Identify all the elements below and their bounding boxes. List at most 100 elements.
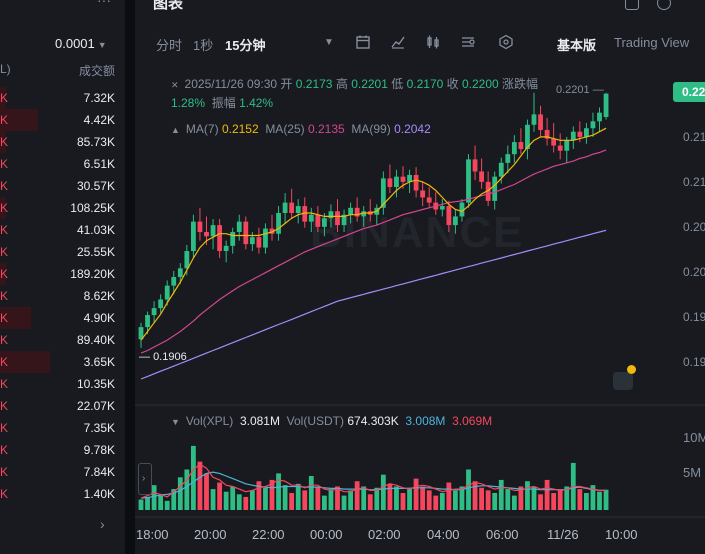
order-book-row[interactable]: K 4.42K (0, 109, 125, 131)
volume-bar (361, 486, 367, 510)
candle-body (204, 232, 209, 237)
volume-bar (335, 486, 340, 510)
volume-bar (551, 493, 557, 510)
order-book-row[interactable]: K 9.78K (0, 439, 125, 461)
candlestick-chart[interactable] (135, 0, 705, 554)
amp-label: 振幅 (211, 96, 236, 110)
calendar-icon[interactable] (355, 34, 371, 50)
volume-bar (439, 493, 445, 510)
x-tick: 06:00 (486, 527, 519, 542)
volume-bar (479, 487, 484, 510)
interval-dropdown-icon[interactable]: ▼ (324, 37, 334, 48)
depth-bar (0, 109, 38, 131)
high-marker-value: 0.2201 (556, 84, 590, 96)
order-price: K (0, 201, 9, 215)
volume-bar (354, 481, 360, 510)
order-book-row[interactable]: K 89.40K (0, 329, 125, 351)
order-volume: 7.84K (83, 465, 115, 479)
candle-body (308, 214, 314, 222)
high-marker: 0.2201 — (556, 84, 604, 96)
order-book-row[interactable]: K 22.07K (0, 395, 125, 417)
volume-bar (164, 500, 170, 510)
order-book-row[interactable]: K 7.35K (0, 417, 125, 439)
checkbox-icon[interactable] (625, 0, 639, 10)
y-tick: 0.19 (683, 355, 705, 369)
top-tabs: 图表 (135, 0, 705, 14)
candle-body (361, 211, 367, 217)
volume-bar (525, 481, 530, 510)
candle-body (236, 221, 242, 233)
candle-body (184, 251, 190, 269)
order-book-row[interactable]: K 85.73K (0, 131, 125, 153)
candle-body (466, 159, 471, 203)
collapse-icon[interactable]: ▲ (171, 125, 180, 135)
candle-body (302, 206, 308, 222)
high-value: 0.2201 (351, 77, 388, 91)
order-book-row[interactable]: K 8.62K (0, 285, 125, 307)
order-book-row[interactable]: K 30.57K (0, 175, 125, 197)
candle-body (230, 232, 236, 246)
order-volume: 108.25K (70, 201, 115, 215)
interval-1s[interactable]: 1秒 (193, 38, 214, 53)
line-chart-icon[interactable] (390, 34, 406, 50)
interval-time[interactable]: 分时 (156, 38, 183, 53)
low-label: 低 (391, 77, 404, 91)
volume-bar (498, 479, 504, 510)
volume-bar (400, 493, 406, 510)
settings-icon[interactable] (657, 0, 671, 10)
candle-body (171, 276, 177, 286)
volume-bar (466, 469, 471, 510)
candle-body (420, 190, 426, 198)
vol-ma1-value: 3.008M (405, 414, 446, 428)
order-book-row[interactable]: K 1.40K (0, 483, 125, 505)
order-book-row[interactable]: K 4.90K (0, 307, 125, 329)
order-book-row[interactable]: K 189.20K (0, 263, 125, 285)
collapse-icon[interactable]: ▼ (171, 417, 180, 427)
order-price: K (0, 113, 9, 127)
tab-chart[interactable]: 图表 (153, 0, 184, 12)
shield-settings-icon[interactable] (498, 34, 514, 50)
ma25-label: MA(25) (265, 122, 305, 136)
volume-bar (217, 482, 222, 510)
volume-bar (367, 494, 373, 510)
candle-body (505, 154, 511, 163)
expand-panel-button[interactable]: › (138, 463, 152, 495)
order-book-row[interactable]: K 108.25K (0, 197, 125, 219)
volume-bar (518, 486, 524, 510)
volume-legend: ▼ Vol(XPL) 3.081M Vol(USDT) 674.303K 3.00… (171, 414, 492, 428)
volume-bar (597, 491, 602, 510)
mode-basic[interactable]: 基本版 (557, 38, 597, 53)
candlestick-icon[interactable] (425, 34, 441, 50)
depth-bar (0, 87, 6, 109)
candle-body (138, 327, 144, 340)
candle-body (197, 221, 203, 233)
mode-tradingview[interactable]: Trading View (614, 35, 690, 50)
precision-select[interactable]: 0.0001 ▼ (55, 36, 107, 51)
more-options-icon[interactable]: ··· (97, 0, 111, 8)
chevron-right-icon[interactable]: › (100, 516, 105, 532)
collapse-icon[interactable]: ✕ (171, 80, 179, 90)
candle-body (400, 176, 406, 182)
volume-bar (538, 494, 543, 510)
ma7-line (140, 127, 607, 341)
order-book-row[interactable]: K 25.55K (0, 241, 125, 263)
order-book-row[interactable]: K 7.32K (0, 87, 125, 109)
order-book-row[interactable]: K 10.35K (0, 373, 125, 395)
order-book-row[interactable]: K 3.65K (0, 351, 125, 373)
indicators-icon[interactable] (460, 34, 476, 50)
candle-body (394, 176, 399, 188)
candle-body (577, 131, 583, 137)
order-price: K (0, 245, 9, 259)
x-tick: 11/26 (547, 527, 579, 542)
interval-15m[interactable]: 15分钟 (225, 38, 266, 53)
order-book-row[interactable]: K 41.03K (0, 219, 125, 241)
volume-bar (387, 483, 393, 510)
order-book-row[interactable]: K 6.51K (0, 153, 125, 175)
volume-bar (485, 490, 491, 510)
notification-icon[interactable] (613, 365, 636, 390)
volume-bar (263, 487, 268, 510)
volume-bar (348, 490, 353, 510)
volume-bar (564, 486, 570, 510)
candle-body (544, 129, 550, 139)
order-book-row[interactable]: K 7.84K (0, 461, 125, 483)
